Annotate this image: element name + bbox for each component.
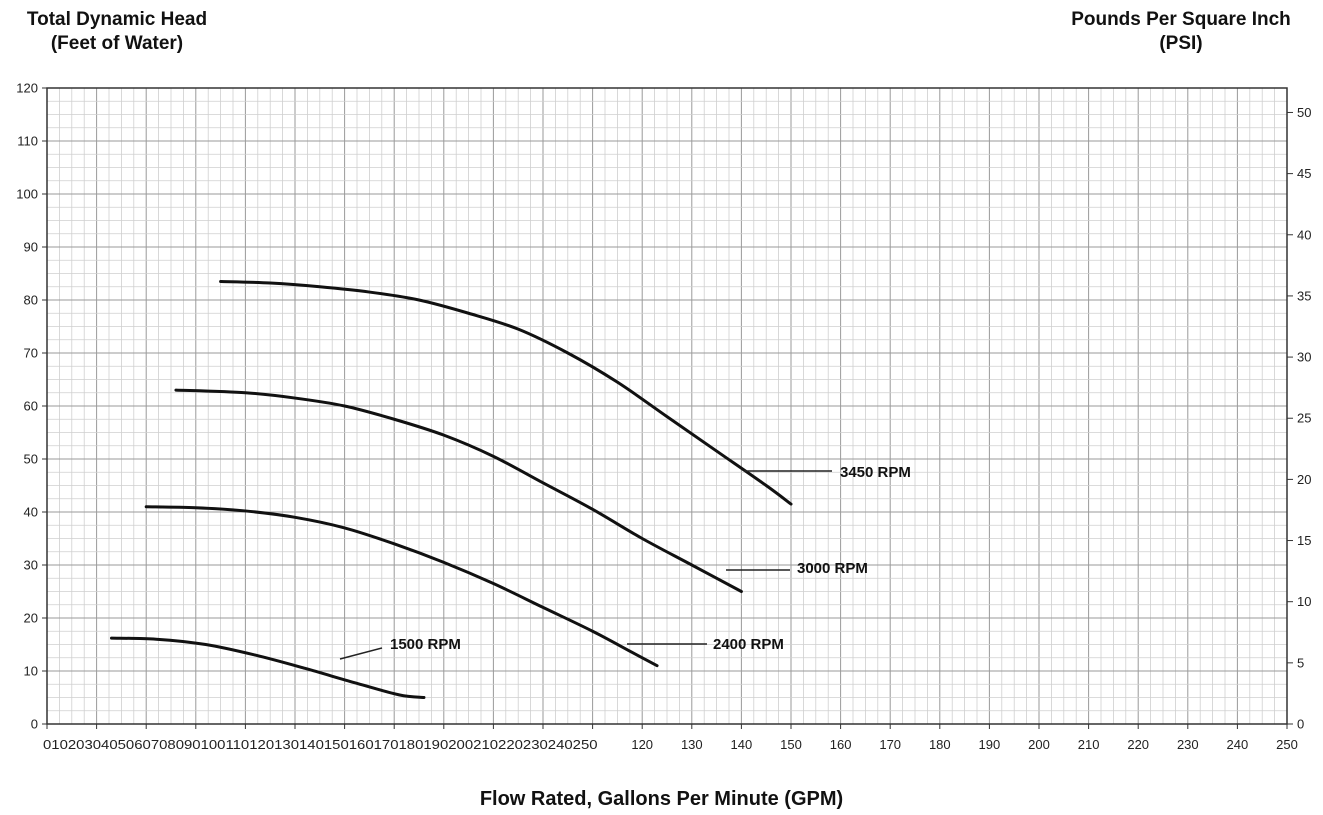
x-tick-label: 250 xyxy=(1276,737,1298,752)
curve-label-1500-rpm: 1500 RPM xyxy=(390,636,461,653)
left-axis-title: Total Dynamic Head (Feet of Water) xyxy=(6,8,228,56)
grid xyxy=(46,87,1288,725)
x-tick-label: 190 xyxy=(979,737,1001,752)
y-tick-label: 120 xyxy=(16,81,38,96)
tick-labels: 0 10 20 30 40 50 60 70 80 90 100 110 120 0 5 10 15 20 25 30… xyxy=(16,81,1311,753)
x-tick-label: 240 xyxy=(1227,737,1249,752)
x-tick-label: 230 xyxy=(1177,737,1199,752)
curve-label-2400-rpm: 2400 RPM xyxy=(713,636,784,653)
x-tick-label: 140 xyxy=(731,737,753,752)
y-tick-label: 40 xyxy=(24,505,38,520)
y-tick-label: 0 xyxy=(31,717,38,732)
curve-2400-rpm xyxy=(144,505,659,668)
y2-tick-label: 30 xyxy=(1297,350,1311,365)
x-tick-label: 180 xyxy=(929,737,951,752)
right-axis-title: Pounds Per Square Inch (PSI) xyxy=(1047,8,1315,56)
x-tick-label: 150 xyxy=(780,737,802,752)
x-tick-label: 220 xyxy=(1127,737,1149,752)
x-axis-title: Flow Rated, Gallons Per Minute (GPM) xyxy=(479,788,844,810)
y2-tick-label: 40 xyxy=(1297,227,1311,242)
x-tick-label: 170 xyxy=(879,737,901,752)
curve-label-3000-rpm: 3000 RPM xyxy=(797,560,868,577)
y2-tick-label: 5 xyxy=(1297,655,1304,670)
y2-tick-label: 10 xyxy=(1297,594,1311,609)
curves xyxy=(109,279,793,699)
x-tick-label-run: 0102030405060708090100110120130140150160… xyxy=(43,737,598,752)
curve-3000-rpm xyxy=(174,388,743,593)
y-tick-label: 100 xyxy=(16,187,38,202)
x-tick-label: 120 xyxy=(631,737,653,752)
x-tick-label: 130 xyxy=(681,737,703,752)
y-tick-label: 60 xyxy=(24,399,38,414)
y2-tick-label: 35 xyxy=(1297,288,1311,303)
x-tick-label: 200 xyxy=(1028,737,1050,752)
label-leader-line xyxy=(339,647,383,660)
y-tick-label: 10 xyxy=(24,664,38,679)
curve-labels: 1500 RPM 2400 RPM 3000 RPM 3450 RPM xyxy=(339,464,911,660)
curve-1500-rpm xyxy=(109,636,426,699)
left-axis-title-line2: (Feet of Water) xyxy=(50,33,184,54)
left-axis-title-line1: Total Dynamic Head xyxy=(26,9,208,30)
y-tick-label: 80 xyxy=(24,293,38,308)
y2-tick-label: 20 xyxy=(1297,472,1311,487)
y2-tick-label: 0 xyxy=(1297,717,1304,732)
y-tick-label: 70 xyxy=(24,346,38,361)
y2-tick-label: 50 xyxy=(1297,105,1311,120)
x-tick-label: 210 xyxy=(1078,737,1100,752)
y-tick-label: 110 xyxy=(17,134,38,149)
curve-label-3450-rpm: 3450 RPM xyxy=(840,464,911,481)
y-tick-label: 50 xyxy=(24,452,38,467)
right-axis-title-line2: (PSI) xyxy=(1159,33,1203,54)
y-tick-label: 30 xyxy=(24,558,38,573)
right-axis-title-line1: Pounds Per Square Inch xyxy=(1071,9,1291,30)
y-tick-label: 90 xyxy=(24,240,38,255)
y2-tick-label: 25 xyxy=(1297,411,1311,426)
y2-tick-label: 15 xyxy=(1297,533,1311,548)
x-tick-label: 160 xyxy=(830,737,852,752)
y-tick-label: 20 xyxy=(24,611,38,626)
curve-3450-rpm xyxy=(219,279,793,506)
y2-tick-label: 45 xyxy=(1297,166,1311,181)
